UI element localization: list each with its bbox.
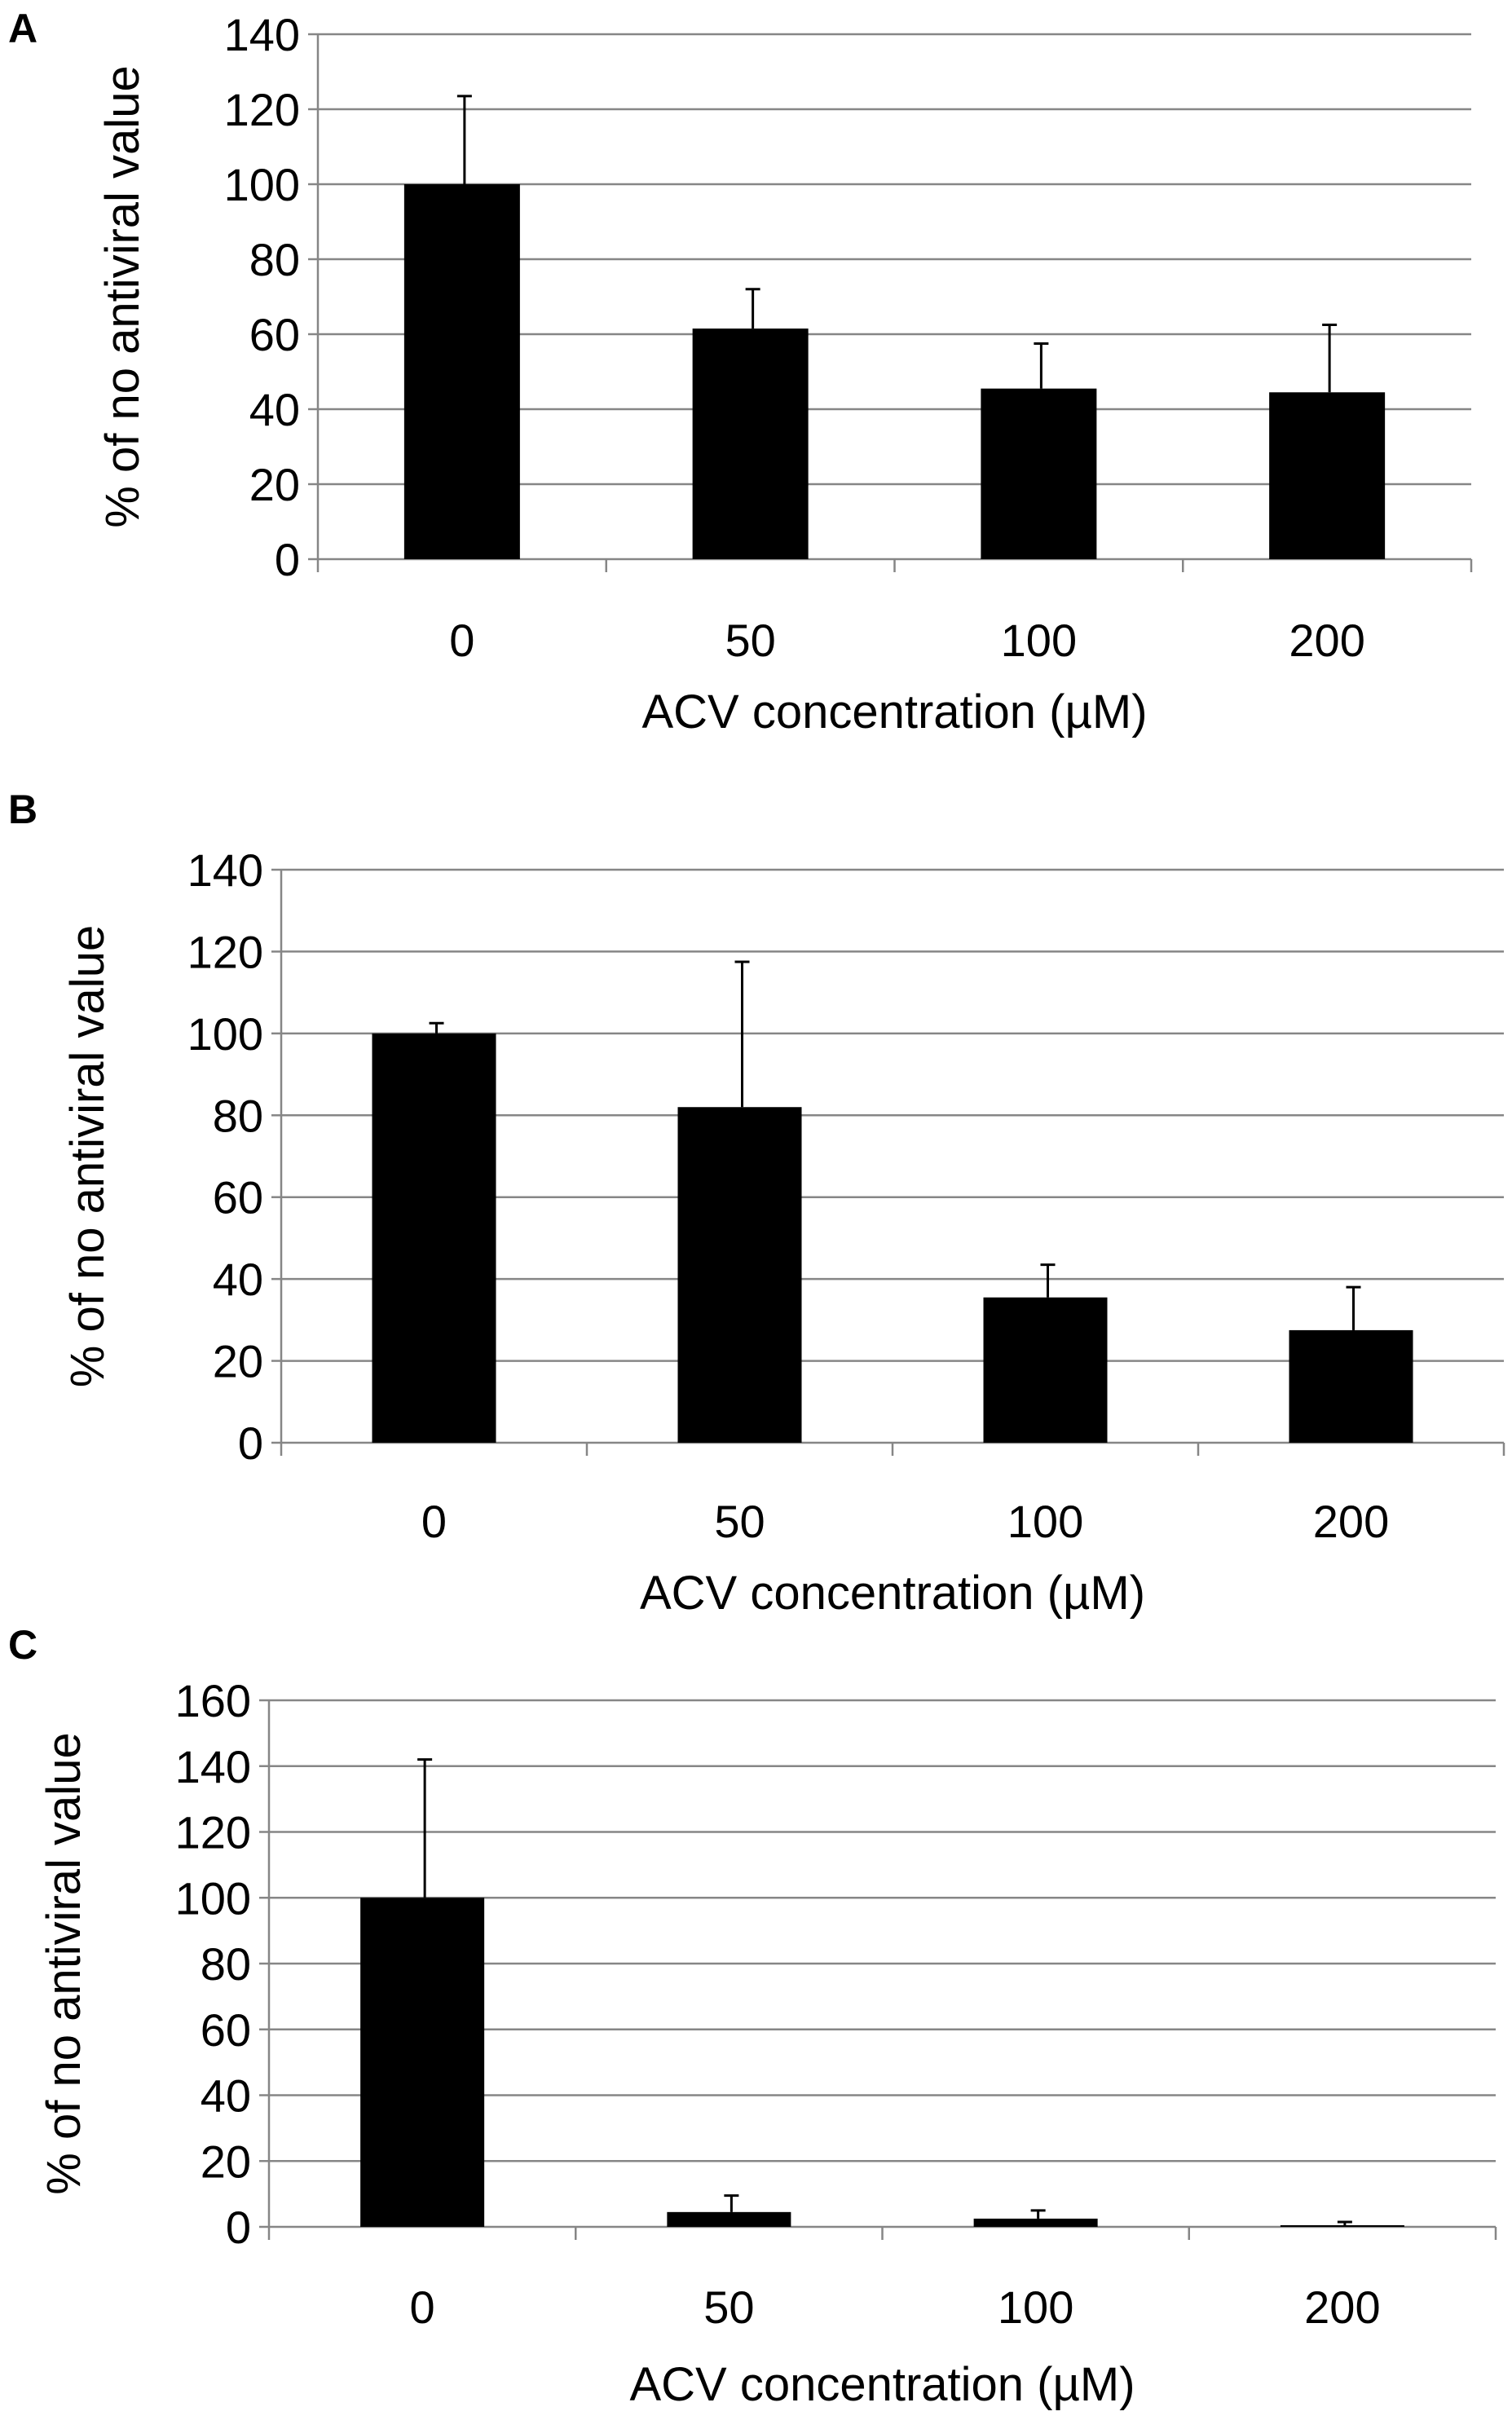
x-axis-title: ACV concentration (µM)	[641, 685, 1147, 738]
y-tick-label: 140	[187, 844, 263, 896]
y-tick-label: 100	[224, 159, 300, 210]
bar-0	[403, 184, 520, 559]
x-tick-label: 50	[714, 1496, 765, 1547]
y-axis-title: % of no antiviral value	[61, 925, 114, 1387]
x-axis-title: ACV concentration (µM)	[640, 1567, 1145, 1620]
panel-a-chart: A 0 20 40 60 80 100 120 140 0 50 100 200 ACV concentr…	[8, 6, 1473, 738]
x-tick-label: 200	[1289, 615, 1364, 666]
y-tick-label: 100	[175, 1872, 251, 1924]
y-tick-label: 40	[201, 2070, 251, 2122]
bar-0	[360, 1898, 485, 2227]
panel-label: A	[8, 6, 37, 51]
y-tick-label: 140	[175, 1741, 251, 1792]
y-tick-label: 160	[175, 1675, 251, 1726]
panel-b-chart: B 0 20 40 60 80 100 120 140 0 50 100 200 ACV concentr…	[8, 787, 1505, 1620]
y-tick-label: 20	[201, 2136, 251, 2187]
bar-100	[983, 1297, 1108, 1443]
x-tick-label: 50	[725, 615, 775, 666]
x-tick-label: 100	[1007, 1496, 1083, 1547]
y-tick-label: 80	[213, 1090, 263, 1141]
bar-50	[677, 1107, 802, 1443]
y-tick-label: 80	[249, 234, 300, 285]
y-tick-label: 140	[224, 9, 300, 60]
y-axis-title: % of no antiviral value	[96, 65, 149, 527]
y-tick-label: 120	[187, 926, 263, 977]
y-tick-label: 60	[201, 2004, 251, 2056]
y-tick-label: 40	[249, 384, 300, 435]
y-axis-title: % of no antiviral value	[37, 1732, 90, 2194]
bar-200	[1269, 392, 1386, 559]
bar-200	[1289, 1329, 1413, 1443]
y-tick-label: 60	[213, 1172, 263, 1223]
x-axis-title: ACV concentration (µM)	[629, 2358, 1135, 2411]
y-tick-label: 80	[201, 1938, 251, 1990]
panel-c-chart: C 0 20 40 60 80 100 120 140 160 0 50 100 200 ACV conce…	[8, 1622, 1497, 2411]
bar-50	[692, 328, 809, 559]
y-tick-label: 0	[238, 1417, 263, 1469]
panel-label: B	[8, 787, 37, 832]
panel-label: C	[8, 1622, 37, 1668]
bar-0	[372, 1033, 496, 1443]
x-tick-label: 50	[703, 2281, 754, 2333]
y-tick-label: 120	[175, 1807, 251, 1858]
x-tick-label: 0	[410, 2281, 435, 2333]
y-tick-label: 0	[275, 534, 300, 585]
y-tick-label: 100	[187, 1008, 263, 1060]
bar-50	[667, 2211, 791, 2227]
bar-100	[981, 388, 1097, 559]
x-tick-label: 100	[998, 2281, 1073, 2333]
y-tick-label: 40	[213, 1254, 263, 1305]
bar-200	[1280, 2224, 1404, 2227]
x-tick-label: 100	[1001, 615, 1077, 666]
y-tick-label: 60	[249, 309, 300, 360]
bar-100	[973, 2218, 1098, 2227]
x-tick-label: 0	[421, 1496, 447, 1547]
x-tick-label: 200	[1304, 2281, 1380, 2333]
y-tick-label: 120	[224, 84, 300, 135]
y-tick-label: 20	[249, 459, 300, 510]
y-tick-label: 20	[213, 1336, 263, 1387]
x-tick-label: 0	[449, 615, 474, 666]
x-tick-label: 200	[1313, 1496, 1389, 1547]
y-tick-label: 0	[226, 2202, 251, 2253]
